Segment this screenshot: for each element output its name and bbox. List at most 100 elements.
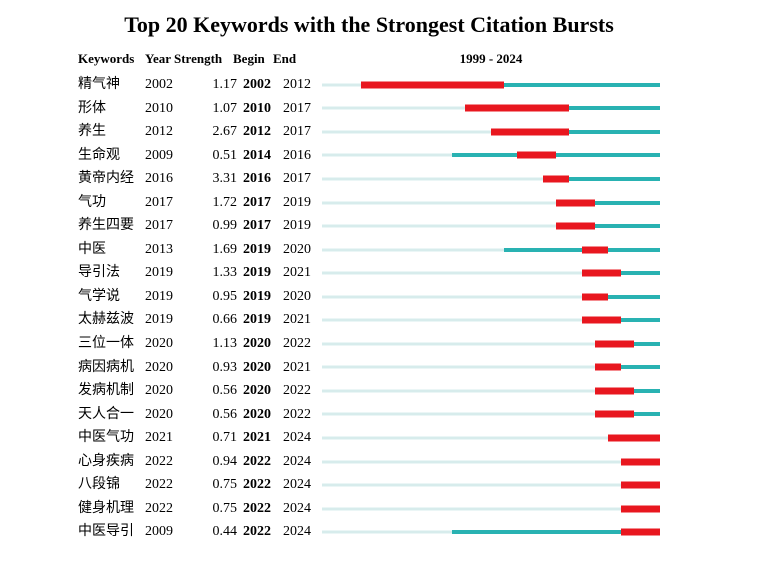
burst-bar (361, 81, 504, 89)
table-row: 发病机制 2020 0.56 2020 2022 (0, 379, 761, 403)
strength-cell: 1.13 (212, 336, 238, 352)
timeline-track (322, 497, 660, 521)
keyword-cell: 病因病机 (78, 359, 134, 375)
begin-cell: 2014 (243, 147, 271, 163)
begin-cell: 2016 (243, 171, 271, 187)
timeline-track (322, 426, 660, 450)
table-row: 八段锦 2022 0.75 2022 2024 (0, 473, 761, 497)
active-period-line (491, 129, 660, 134)
timeline-track (322, 332, 660, 356)
strength-cell: 0.75 (212, 500, 238, 516)
burst-bar (582, 246, 608, 254)
strength-cell: 0.71 (212, 430, 238, 446)
timeline-track (322, 403, 660, 427)
end-cell: 2024 (283, 430, 311, 446)
keyword-cell: 导引法 (78, 265, 120, 281)
pre-appearance-line (322, 201, 556, 204)
begin-cell: 2019 (243, 312, 271, 328)
strength-cell: 0.93 (212, 359, 238, 375)
strength-cell: 0.99 (212, 218, 238, 234)
begin-cell: 2020 (243, 383, 271, 399)
timeline-track (322, 379, 660, 403)
burst-bar (595, 387, 634, 395)
timeline-track (322, 261, 660, 285)
strength-cell: 1.69 (212, 241, 238, 257)
keyword-cell: 心身疾病 (78, 453, 134, 469)
pre-appearance-line (322, 83, 361, 87)
keyword-cell: 气学说 (78, 288, 120, 304)
timeline-track (322, 308, 660, 332)
strength-cell: 3.31 (212, 171, 238, 187)
column-header-timeline: 1999 - 2024 (459, 51, 523, 66)
pre-appearance-line (322, 153, 452, 157)
burst-bar (543, 175, 569, 183)
active-period-line (543, 176, 660, 181)
pre-appearance-line (322, 318, 582, 322)
timeline-track (322, 167, 660, 191)
pre-appearance-line (322, 507, 621, 511)
year-cell: 2012 (145, 124, 173, 140)
keyword-cell: 养生 (78, 124, 106, 140)
table-row: 养生四要 2017 0.99 2017 2019 (0, 214, 761, 238)
end-cell: 2012 (283, 77, 311, 92)
begin-cell: 2022 (243, 453, 271, 469)
end-cell: 2017 (283, 171, 311, 187)
strength-cell: 1.17 (212, 77, 238, 92)
timeline-track (322, 356, 660, 380)
chart-title: Top 20 Keywords with the Strongest Citat… (124, 12, 614, 37)
column-header-end: End (273, 51, 297, 66)
strength-cell: 0.51 (212, 147, 238, 163)
timeline-track (322, 97, 660, 121)
end-cell: 2022 (283, 336, 311, 352)
active-period-line (361, 82, 660, 87)
keyword-cell: 精气神 (78, 77, 120, 92)
keyword-cell: 健身机理 (78, 500, 134, 516)
strength-cell: 0.44 (212, 524, 238, 540)
pre-appearance-line (322, 412, 595, 416)
begin-cell: 2012 (243, 124, 271, 140)
table-row: 形体 2010 1.07 2010 2017 (0, 97, 761, 121)
begin-cell: 2020 (243, 359, 271, 375)
burst-bar (621, 458, 660, 466)
strength-cell: 0.95 (212, 288, 238, 304)
timeline-track (322, 285, 660, 309)
burst-bar (595, 340, 634, 348)
strength-cell: 0.56 (212, 383, 238, 399)
year-cell: 2010 (145, 100, 173, 116)
table-row: 中医气功 2021 0.71 2021 2024 (0, 426, 761, 450)
pre-appearance-line (322, 130, 491, 134)
table-row: 精气神 2002 1.17 2002 2012 (0, 73, 761, 97)
keyword-cell: 黄帝内经 (78, 171, 134, 187)
column-header-year: Year (145, 51, 171, 66)
end-cell: 2017 (283, 100, 311, 116)
begin-cell: 2020 (243, 336, 271, 352)
end-cell: 2020 (283, 241, 311, 257)
active-period-line (582, 271, 660, 276)
pre-appearance-line (322, 177, 543, 181)
year-cell: 2020 (145, 406, 173, 422)
table-row: 中医导引 2009 0.44 2022 2024 (0, 520, 761, 544)
strength-cell: 0.66 (212, 312, 238, 328)
end-cell: 2024 (283, 453, 311, 469)
year-cell: 2020 (145, 383, 173, 399)
year-cell: 2019 (145, 288, 173, 304)
strength-cell: 1.33 (212, 265, 238, 281)
end-cell: 2016 (283, 147, 311, 163)
active-period-line (582, 294, 660, 299)
end-cell: 2021 (283, 312, 311, 328)
timeline-track (322, 120, 660, 144)
pre-appearance-line (322, 460, 621, 464)
begin-cell: 2002 (243, 77, 271, 92)
keyword-cell: 生命观 (78, 147, 120, 163)
keyword-cell: 中医 (78, 241, 106, 257)
table-row: 生命观 2009 0.51 2014 2016 (0, 144, 761, 168)
burst-bar (465, 104, 569, 112)
pre-appearance-line (322, 271, 582, 275)
year-cell: 2017 (145, 194, 173, 210)
strength-cell: 0.75 (212, 477, 238, 493)
year-cell: 2022 (145, 477, 173, 493)
pre-appearance-line (322, 248, 504, 252)
table-body: 精气神 2002 1.17 2002 2012 形体 2010 1.07 2010 2017 养生 2… (0, 73, 761, 544)
timeline-track (322, 473, 660, 497)
